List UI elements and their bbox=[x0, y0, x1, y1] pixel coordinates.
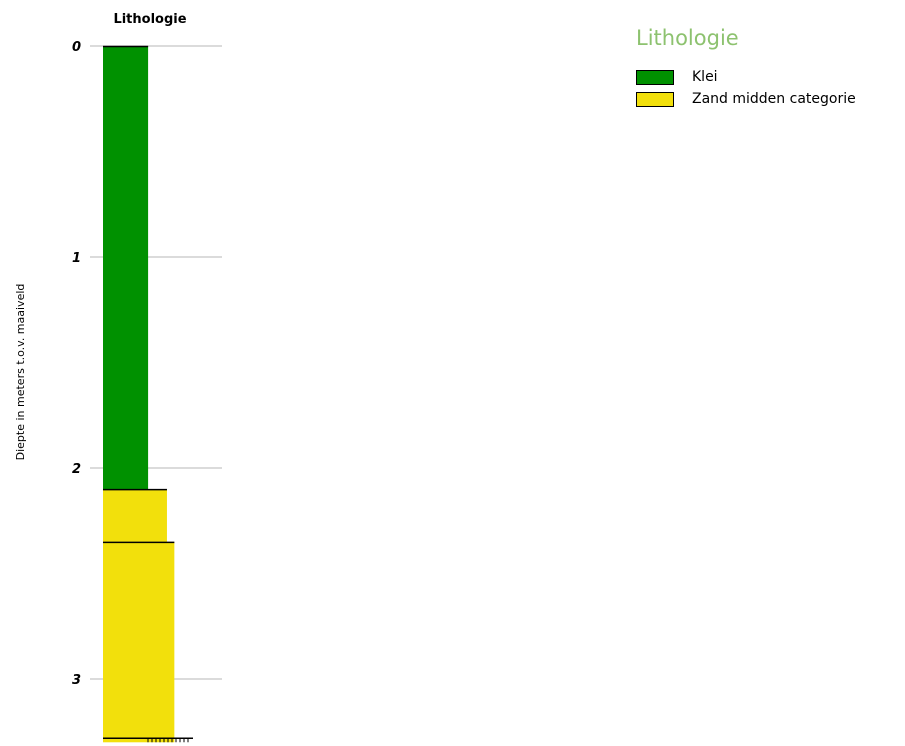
legend-title: Lithologie bbox=[636, 26, 739, 50]
bottom-ruler bbox=[103, 737, 193, 743]
y-tick-label-1: 1 bbox=[72, 251, 81, 266]
legend-label-zand: Zand midden categorie bbox=[692, 91, 856, 107]
layer-0 bbox=[103, 46, 149, 490]
y-tick-label-0: 0 bbox=[72, 40, 81, 55]
legend-label-klei: Klei bbox=[692, 69, 718, 85]
legend-item-klei: Klei bbox=[636, 66, 856, 88]
legend-swatch-zand bbox=[636, 91, 674, 107]
legend: Lithologie Klei Zand midden categorie bbox=[636, 26, 856, 110]
layer-1 bbox=[103, 489, 167, 542]
y-tick-label-3: 3 bbox=[72, 673, 81, 688]
y-tick-label-2: 2 bbox=[72, 462, 81, 477]
chart-title: Lithologie bbox=[113, 12, 186, 27]
layer-2 bbox=[103, 541, 175, 743]
lithology-layers bbox=[103, 45, 175, 743]
legend-item-zand: Zand midden categorie bbox=[636, 88, 856, 110]
y-axis-label: Diepte in meters t.o.v. maaiveld bbox=[14, 284, 27, 461]
y-tick-labels: 0 1 2 3 bbox=[72, 40, 81, 688]
legend-swatch-klei bbox=[636, 69, 674, 85]
